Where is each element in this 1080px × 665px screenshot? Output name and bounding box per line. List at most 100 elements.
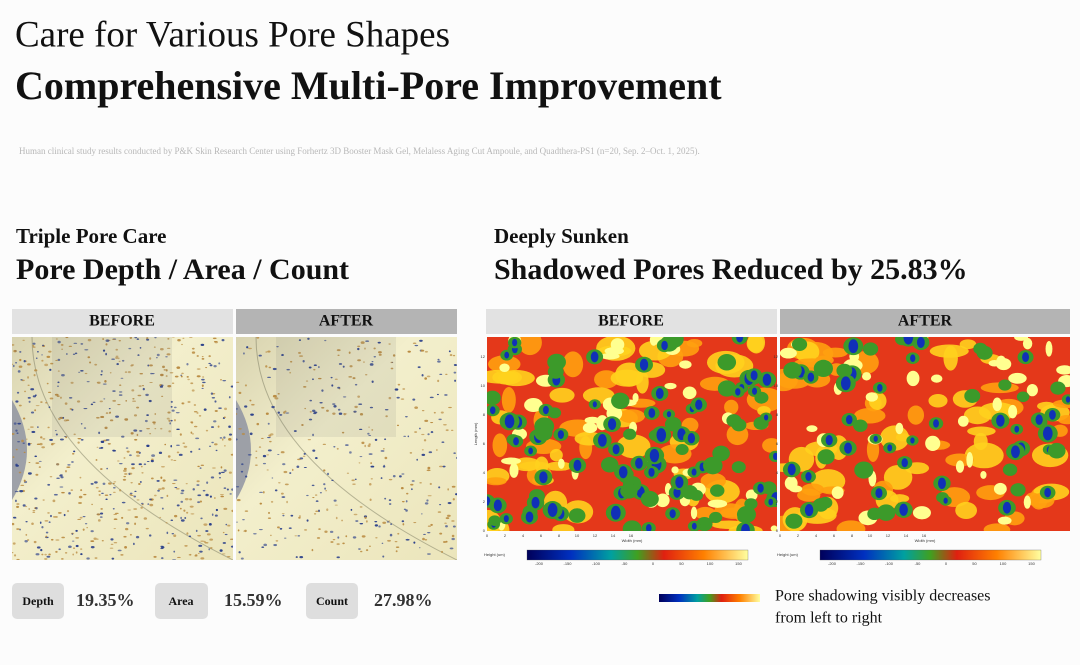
pore	[27, 376, 29, 379]
pore	[153, 422, 156, 425]
pore	[318, 366, 320, 369]
pore	[267, 437, 271, 439]
highlight	[552, 524, 575, 531]
pore	[27, 443, 31, 446]
pore	[281, 496, 286, 498]
pore	[282, 463, 286, 466]
pore	[215, 449, 218, 452]
colorbar-tick: 150	[735, 561, 742, 566]
pore	[270, 433, 274, 436]
pore	[401, 520, 405, 523]
pore	[24, 505, 28, 508]
pore	[327, 472, 330, 476]
highlight	[632, 393, 639, 403]
pore	[13, 517, 17, 519]
pore	[55, 359, 58, 361]
highlight	[690, 506, 698, 520]
pore	[367, 444, 371, 448]
pore	[196, 480, 200, 483]
pore	[396, 396, 400, 399]
pore	[186, 532, 189, 535]
pore-ring	[681, 485, 698, 500]
pore	[348, 351, 351, 354]
pore	[134, 516, 139, 519]
pore	[199, 467, 202, 469]
pore	[33, 540, 37, 544]
pore-ring	[620, 483, 638, 499]
pore	[332, 403, 336, 405]
pore	[394, 388, 399, 391]
pore	[123, 469, 127, 473]
pore-ring	[487, 390, 501, 406]
pore	[326, 409, 329, 412]
pore-ring	[964, 389, 981, 403]
pore	[142, 387, 145, 391]
pore	[451, 520, 455, 522]
pore	[332, 412, 336, 415]
pore	[99, 512, 104, 515]
pore	[59, 438, 64, 441]
pore	[57, 381, 60, 384]
pore	[167, 542, 170, 544]
pore	[23, 479, 26, 482]
pore	[202, 381, 206, 384]
pore	[37, 426, 39, 428]
pore	[16, 528, 20, 530]
pore	[490, 406, 496, 415]
pore	[44, 558, 48, 560]
stat-label: Area	[168, 594, 193, 608]
x-tick-label: 2	[797, 533, 800, 538]
pore	[313, 368, 316, 371]
pore	[13, 349, 17, 353]
highlight	[996, 358, 1012, 371]
pore	[32, 344, 35, 347]
pore	[58, 417, 61, 421]
highlight	[724, 399, 739, 415]
highlight	[1026, 383, 1038, 397]
pore	[100, 508, 103, 510]
pore	[424, 350, 428, 353]
pore	[173, 479, 178, 481]
highlight	[747, 337, 766, 354]
pore	[46, 555, 51, 558]
pore	[173, 534, 177, 537]
pore	[15, 400, 19, 403]
pore	[167, 384, 172, 388]
pore	[46, 382, 49, 385]
legend-gradient	[659, 594, 760, 602]
pore	[349, 365, 353, 368]
pore	[176, 428, 180, 430]
pore	[267, 449, 272, 452]
pore	[258, 354, 262, 357]
pore	[413, 541, 416, 544]
pore	[201, 356, 204, 358]
highlight	[618, 409, 646, 424]
pore	[172, 559, 177, 560]
pore-ring	[547, 353, 566, 371]
pore	[94, 557, 98, 559]
pore	[875, 488, 883, 499]
pore	[281, 513, 285, 515]
pore	[46, 355, 51, 358]
pore	[125, 527, 129, 531]
pore	[590, 351, 599, 363]
pore	[55, 338, 58, 340]
pore	[334, 504, 338, 506]
colorbar-tick: 150	[1028, 561, 1035, 566]
pore	[67, 464, 71, 466]
pore	[312, 497, 315, 499]
pore	[325, 490, 327, 492]
y-axis-label: Length (mm)	[473, 422, 478, 445]
pore	[385, 415, 388, 418]
pore	[195, 529, 198, 533]
pore	[388, 478, 393, 481]
y-tick-label: 8	[483, 412, 486, 417]
pore	[188, 535, 192, 538]
highlight	[518, 337, 542, 356]
pore	[95, 486, 99, 489]
pore	[332, 539, 336, 541]
pore	[228, 396, 231, 399]
x-tick-label: 4	[815, 533, 818, 538]
pore	[115, 348, 119, 351]
